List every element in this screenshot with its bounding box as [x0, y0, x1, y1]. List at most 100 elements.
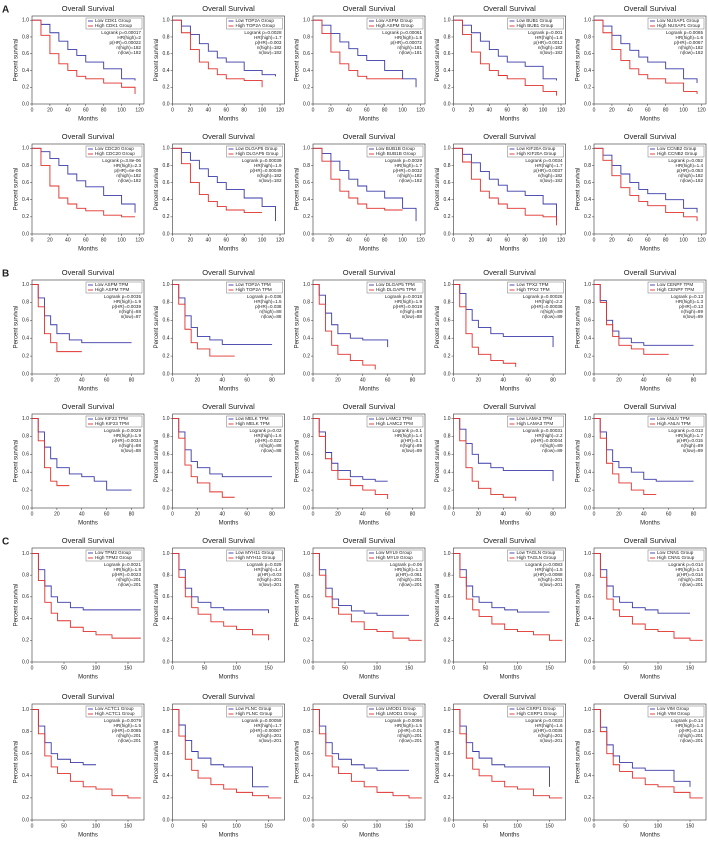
- stat-annotation: HR(high)=1.3: [676, 299, 704, 304]
- y-tick-label: 0.6: [303, 452, 310, 458]
- x-tick-label: 60: [104, 377, 110, 383]
- x-tick-label: 50: [61, 823, 67, 829]
- y-tick-label: 1.0: [444, 416, 451, 422]
- plot-frame: [593, 413, 707, 509]
- stat-annotation: HR(high)=1.4: [395, 433, 423, 438]
- stat-annotation: p(HR)=0.0032: [393, 168, 422, 173]
- x-tick-label: 40: [641, 511, 647, 517]
- x-tick-label: 60: [83, 107, 89, 113]
- legend-box: [85, 415, 143, 428]
- stat-annotation: Logrank p=0.06: [390, 562, 423, 567]
- stat-annotation: n(low)=182: [118, 178, 141, 183]
- y-tick-label: 0.0: [444, 101, 451, 107]
- y-tick-label: 0.4: [22, 197, 29, 203]
- stat-annotation: Logrank p=0.00017: [101, 30, 141, 35]
- chart-title: Overall Survival: [202, 132, 255, 141]
- y-tick-label: 0.4: [584, 336, 591, 342]
- x-tick-label: 20: [54, 377, 60, 383]
- survival-curve: [32, 284, 132, 344]
- x-tick-label: 120: [557, 237, 566, 243]
- panel: Overall Survival 0.0 0.2 0.4 0.6 0.8 1.0 0 20 40 6…: [576, 268, 707, 393]
- y-tick-label: 0.0: [22, 231, 29, 237]
- x-tick-label: 0: [452, 823, 455, 829]
- plot-frame: [312, 15, 426, 105]
- y-tick-label: 0.6: [584, 180, 591, 186]
- x-tick-label: 80: [129, 377, 135, 383]
- legend-box: [366, 145, 424, 158]
- stat-annotation: n(high)=88: [259, 309, 282, 314]
- y-tick-label: 1.0: [584, 707, 591, 713]
- y-tick-label: 0.0: [22, 659, 29, 665]
- x-tick-label: 150: [405, 823, 414, 829]
- legend-label: Low FLNC Group: [236, 706, 272, 711]
- survival-curve: [32, 19, 136, 94]
- legend-label: Low CCNB2 Group: [657, 146, 697, 151]
- panel: Overall Survival 0.0 0.2 0.4 0.6 0.8 1.0 0 50 100…: [576, 536, 707, 681]
- y-tick-label: 0.2: [303, 795, 310, 801]
- panel: Overall Survival 0.0 0.2 0.4 0.6 0.8 1.0 0 20 40 6…: [435, 4, 566, 123]
- x-tick-label: 0: [312, 107, 315, 113]
- panel: Overall Survival 0.0 0.2 0.4 0.6 0.8 1.0 0 20 40 6…: [295, 4, 426, 123]
- survival-curve: [453, 709, 563, 799]
- y-tick-label: 1.0: [22, 707, 29, 713]
- legend-label: High NUSAP1 Group: [657, 23, 701, 28]
- stat-annotation: n(high)=181: [397, 45, 422, 50]
- x-axis-label: Months: [640, 117, 660, 123]
- plot-frame: [593, 547, 707, 663]
- y-tick-label: 0.6: [22, 452, 29, 458]
- stat-annotation: Logrank p=3.8e-06: [102, 158, 141, 163]
- y-tick-label: 1.0: [163, 282, 170, 288]
- stat-annotation: n(low)=89: [542, 314, 563, 319]
- survival-curve: [313, 147, 403, 211]
- y-tick-label: 0.0: [444, 231, 451, 237]
- legend-box: [366, 281, 424, 294]
- chart-title: Overall Survival: [343, 536, 396, 545]
- y-tick-label: 0.8: [584, 34, 591, 40]
- y-tick-label: 0.0: [163, 371, 170, 377]
- y-tick-label: 0.0: [163, 101, 170, 107]
- plot-frame: [312, 413, 426, 509]
- x-tick-label: 100: [117, 237, 126, 243]
- stat-annotation: p(HR)=0.0067: [674, 40, 703, 45]
- panel: Overall Survival 0.0 0.2 0.4 0.6 0.8 1.0 0 20 40 6…: [576, 132, 707, 253]
- legend-label: Low MYH11 Group: [236, 550, 275, 555]
- y-tick-label: 0.8: [303, 434, 310, 440]
- x-tick-label: 0: [171, 511, 174, 517]
- x-tick-label: 120: [135, 237, 144, 243]
- stat-annotation: n(low)=89: [402, 448, 423, 453]
- x-tick-label: 60: [645, 107, 651, 113]
- y-axis-label: Percent survival: [295, 741, 301, 784]
- panel: Overall Survival 0.0 0.2 0.4 0.6 0.8 1.0 0 20 40 6…: [154, 132, 285, 253]
- stat-annotation: HR(high)=1.4: [676, 163, 704, 168]
- x-tick-label: 40: [65, 107, 71, 113]
- stat-annotation: n(low)=182: [540, 178, 563, 183]
- legend-label: Low TOP2A Group: [236, 18, 275, 23]
- survival-curve: [32, 284, 82, 353]
- x-tick-label: 0: [31, 511, 34, 517]
- stat-annotation: n(low)=182: [399, 178, 422, 183]
- y-tick-label: 0.4: [22, 773, 29, 779]
- y-tick-label: 0.8: [584, 572, 591, 578]
- x-tick-label: 20: [328, 237, 334, 243]
- stat-annotation: Logrank p=0.14: [671, 718, 704, 723]
- legend-box: [507, 705, 564, 718]
- y-tick-label: 1.0: [303, 282, 310, 288]
- x-tick-label: 60: [104, 511, 110, 517]
- y-tick-label: 0.0: [584, 505, 591, 511]
- panel: Overall Survival 0.0 0.2 0.4 0.6 0.8 1.0 0 20 40 6…: [154, 4, 285, 123]
- y-tick-label: 0.8: [584, 729, 591, 735]
- y-axis-label: Percent survival: [576, 39, 582, 82]
- y-tick-label: 0.8: [163, 34, 170, 40]
- x-tick-label: 20: [195, 377, 201, 383]
- y-tick-label: 1.0: [303, 146, 310, 152]
- x-tick-label: 0: [593, 107, 596, 113]
- x-tick-label: 20: [335, 377, 341, 383]
- stat-annotation: HR(high)=1.7: [676, 433, 704, 438]
- y-tick-label: 0.4: [163, 773, 170, 779]
- stat-annotation: n(low)=201: [259, 582, 282, 587]
- y-tick-label: 1.0: [444, 282, 451, 288]
- plot-frame: [31, 413, 145, 509]
- x-tick-label: 60: [525, 377, 531, 383]
- plot-frame: [172, 15, 285, 105]
- plot-frame: [593, 15, 707, 105]
